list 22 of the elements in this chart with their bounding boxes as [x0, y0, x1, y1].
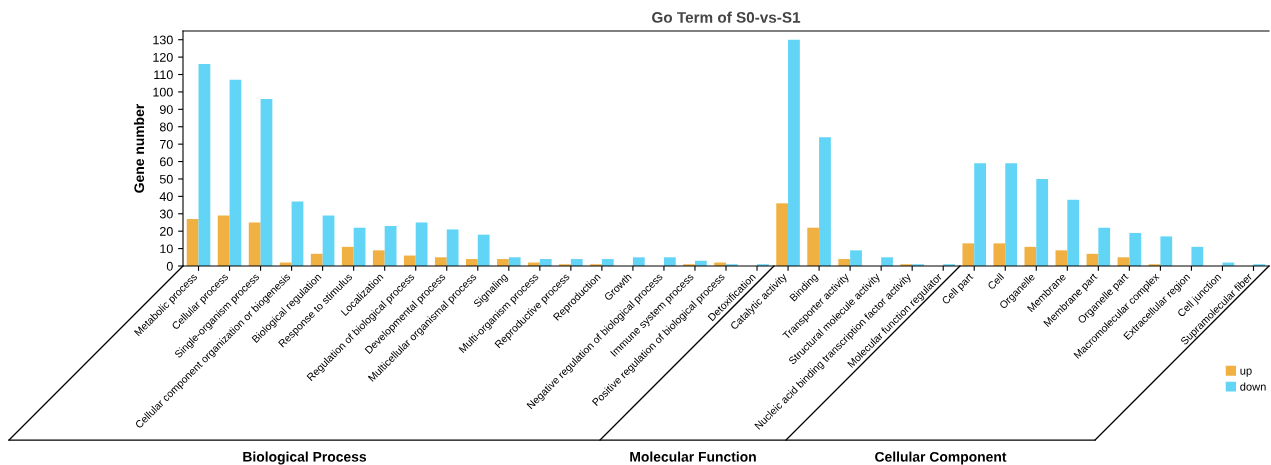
y-tick-label: 120	[153, 52, 173, 62]
text: Molecular Function	[630, 451, 756, 462]
y-tick-label: 110	[154, 70, 173, 80]
y-tick-label: 40	[159, 192, 173, 202]
y-tick-label: 0	[166, 261, 173, 271]
y-tick-label: 20	[160, 226, 173, 236]
y-tick-label: 100	[153, 87, 173, 97]
legend-label: up	[1240, 368, 1252, 377]
y-tick-label: 80	[159, 122, 173, 132]
y-tick-label: 90	[159, 105, 173, 114]
y-tick-label: 60	[160, 157, 173, 167]
y-tick-label: 130	[153, 35, 173, 45]
text: Biological Process	[243, 451, 367, 465]
y-axis-title: Gene number	[133, 103, 145, 193]
y-tick-label: 10	[160, 244, 173, 254]
text: Cellular Component	[875, 451, 1007, 465]
legend-label: down	[1240, 382, 1266, 391]
y-tick-label: 30	[159, 209, 173, 219]
y-tick-label: 70	[160, 139, 173, 149]
y-tick-label: 50	[159, 174, 173, 184]
chart-title: Go Term of S0-vs-S1	[652, 11, 801, 23]
x-tick-label: Cell part	[941, 272, 976, 307]
